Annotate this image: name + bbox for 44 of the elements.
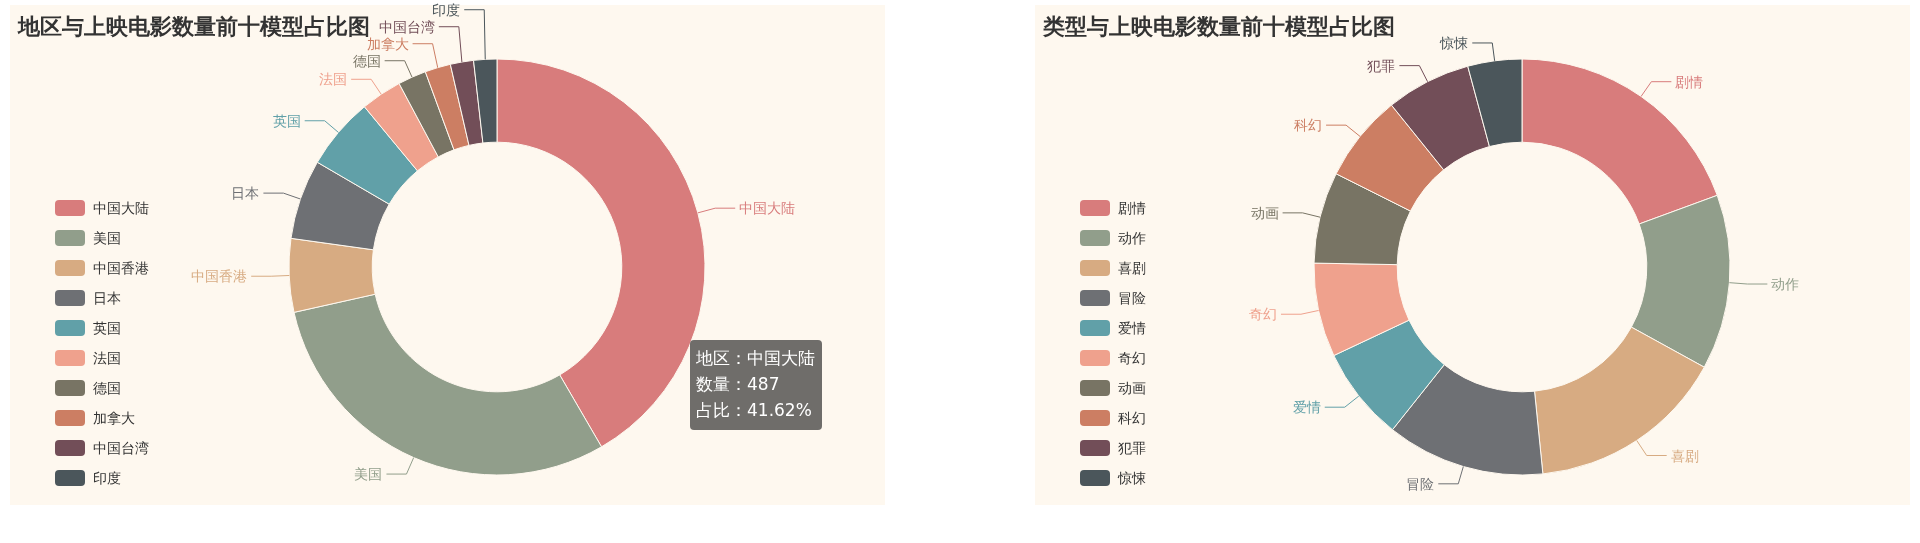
slice-label: 印度 xyxy=(432,1,461,18)
legend-label: 奇幻 xyxy=(1118,350,1146,366)
legend-label: 犯罪 xyxy=(1118,440,1146,456)
slice-label: 法国 xyxy=(319,71,348,88)
slice-label: 日本 xyxy=(231,185,260,202)
slice-label: 动画 xyxy=(1250,204,1279,221)
slice-label: 犯罪 xyxy=(1367,57,1396,74)
slice-label: 爱情 xyxy=(1292,399,1321,416)
legend-label: 冒险 xyxy=(1118,290,1146,306)
legend-label: 印度 xyxy=(93,470,121,486)
legend-label: 美国 xyxy=(93,230,121,246)
text: 地区：中国大陆 xyxy=(695,348,815,368)
slice-label: 冒险 xyxy=(1406,475,1435,492)
legend-label: 中国台湾 xyxy=(93,440,149,456)
legend-label: 德国 xyxy=(93,380,121,396)
slice-label: 中国香港 xyxy=(191,268,248,285)
slice-label: 中国大陆 xyxy=(739,200,796,217)
legend-label: 英国 xyxy=(93,320,121,336)
legend-label: 剧情 xyxy=(1118,200,1146,216)
slice-label: 剧情 xyxy=(1675,73,1704,90)
legend-label: 动作 xyxy=(1118,230,1146,246)
text: 占比：41.62% xyxy=(696,400,812,420)
legend-label: 喜剧 xyxy=(1118,260,1146,276)
text: 数量：487 xyxy=(696,374,780,394)
slice-label: 惊悚 xyxy=(1439,34,1469,51)
slice-label: 美国 xyxy=(354,466,383,483)
legend-label: 日本 xyxy=(93,290,121,306)
legend-label: 法国 xyxy=(93,350,121,366)
chart-title: 类型与上映电影数量前十模型占比图 xyxy=(1042,13,1395,39)
text: 地区与上映电影数量前十模型占比图 xyxy=(17,13,370,39)
legend-label: 加拿大 xyxy=(93,410,135,426)
slice-label: 科幻 xyxy=(1294,117,1323,134)
slice-label: 动作 xyxy=(1771,276,1800,293)
legend-label: 爱情 xyxy=(1118,320,1146,336)
slice-label: 英国 xyxy=(272,112,301,129)
legend-label: 中国香港 xyxy=(93,260,149,276)
slice-label: 奇幻 xyxy=(1248,306,1277,323)
legend-label: 科幻 xyxy=(1118,410,1146,426)
slice-label: 德国 xyxy=(352,52,381,69)
legend-label: 惊悚 xyxy=(1117,470,1146,486)
slice-label: 中国台湾 xyxy=(378,18,435,35)
legend-label: 中国大陆 xyxy=(93,200,149,216)
legend-label: 动画 xyxy=(1118,380,1146,396)
slice-label: 喜剧 xyxy=(1670,447,1699,464)
